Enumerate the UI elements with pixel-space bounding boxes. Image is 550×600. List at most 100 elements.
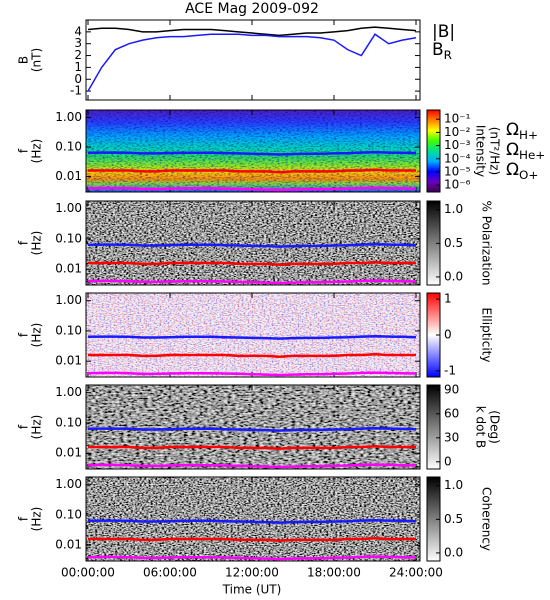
colorbar-tick-label: -1 — [444, 363, 456, 377]
spectrogram — [86, 201, 420, 285]
chart-title: ACE Mag 2009-092 — [185, 1, 319, 17]
y-axis-label: (Hz) — [30, 507, 44, 532]
colorbar-tick-label: 1 — [444, 292, 452, 306]
colorbar-label: Ellipticity — [480, 308, 494, 363]
spectrogram-texture — [86, 110, 420, 192]
x-tick-label: 18:00:00 — [307, 566, 361, 580]
colorbar-tick-label: 10⁻⁴ — [444, 151, 471, 165]
y-tick-label: 0.01 — [55, 262, 82, 276]
series-line — [87, 371, 417, 377]
series-line — [88, 168, 416, 174]
legend-label: ΩH+ — [506, 120, 538, 142]
y-axis-label: f — [17, 332, 31, 337]
y-tick-label: -1 — [70, 84, 82, 98]
series-line — [87, 555, 417, 561]
y-tick-label: 0.01 — [55, 446, 82, 460]
y-tick-label: 0.10 — [55, 231, 82, 245]
spectrogram — [86, 477, 420, 561]
colorbar-tick-label: 10⁻⁵ — [444, 164, 471, 178]
colorbar-tick-label: 30 — [444, 430, 459, 444]
colorbar-tick-label: 60 — [444, 406, 459, 420]
spectrogram — [86, 385, 420, 469]
y-tick-label: 1 — [74, 60, 82, 74]
series-line — [88, 536, 416, 543]
colorbar-tick-label: 90 — [444, 382, 459, 396]
colorbar-tick-label: 10⁻¹ — [444, 112, 471, 126]
colorbar-tick-label: 0 — [444, 328, 452, 342]
y-axis-label: (Hz) — [30, 415, 44, 440]
series-line — [87, 242, 417, 248]
y-tick-label: 1.00 — [55, 293, 82, 307]
series-line — [88, 352, 416, 359]
y-axis-label: (Hz) — [30, 323, 44, 348]
y-axis-label: (nT) — [30, 48, 44, 72]
series-line — [87, 186, 417, 192]
colorbar — [426, 109, 441, 193]
y-tick-label: 0.01 — [55, 169, 82, 183]
y-axis-label: f — [17, 424, 31, 429]
colorbar — [426, 384, 441, 470]
y-tick-label: 0.01 — [55, 538, 82, 552]
x-tick-label: 00:00:00 — [61, 566, 115, 580]
y-axis-label: (Hz) — [30, 231, 44, 256]
series-line — [88, 444, 416, 451]
series-line — [87, 463, 417, 469]
y-axis-label: (Hz) — [30, 139, 44, 164]
y-tick-label: 2 — [74, 48, 82, 62]
plot-frame — [85, 200, 421, 286]
y-tick-label: 3 — [74, 36, 82, 50]
series-line — [87, 150, 417, 156]
legend-label: |B| — [432, 22, 455, 42]
y-axis-label: f — [17, 240, 31, 245]
legend-label: ΩHe+ — [506, 140, 545, 162]
plot-frame — [85, 476, 421, 562]
y-tick-label: 0.10 — [55, 507, 82, 521]
colorbar-tick-label: 0.5 — [444, 512, 463, 526]
colorbar-label: k dot B — [474, 406, 488, 448]
y-tick-label: 1.00 — [55, 385, 82, 399]
colorbar-tick-label: 10⁻² — [444, 125, 471, 139]
y-tick-label: 1.00 — [55, 477, 82, 491]
x-tick-label: 24:00:00 — [389, 566, 443, 580]
colorbar-tick-label: 0 — [444, 454, 452, 468]
colorbar-label: % Polarization — [480, 201, 494, 286]
legend-label: BR — [432, 40, 452, 62]
series-line — [87, 334, 417, 340]
series-line — [87, 279, 417, 285]
series-line — [87, 518, 417, 524]
series-line — [88, 260, 416, 267]
y-tick-label: 0 — [74, 72, 82, 86]
series-line — [87, 33, 417, 92]
x-axis-label: Time (UT) — [222, 583, 282, 597]
colorbar-label: Intensity — [474, 125, 488, 177]
series-line — [87, 426, 417, 432]
series-line — [87, 26, 417, 37]
y-tick-label: 1.00 — [55, 201, 82, 215]
colorbar-tick-label: 10⁻³ — [444, 138, 471, 152]
y-tick-label: 0.10 — [55, 415, 82, 429]
y-tick-label: 4 — [74, 24, 82, 38]
y-tick-label: 0.10 — [55, 140, 82, 154]
y-axis-label: f — [17, 516, 31, 521]
colorbar-label: (nT²/Hz) — [488, 127, 502, 175]
colorbar-tick-label: 0.0 — [444, 545, 463, 559]
legend-label: ΩO+ — [506, 160, 538, 182]
y-axis-label: f — [17, 148, 31, 153]
colorbar-tick-label: 1.0 — [444, 202, 463, 216]
plot-frame — [85, 109, 421, 193]
y-axis-label: B — [17, 56, 31, 64]
colorbar-tick-label: 0.5 — [444, 236, 463, 250]
y-tick-label: 0.01 — [55, 354, 82, 368]
colorbar-tick-label: 0.0 — [444, 269, 463, 283]
plot-frame — [85, 19, 421, 101]
colorbar-label: (Deg) — [488, 410, 502, 444]
y-tick-label: 1.00 — [55, 110, 82, 124]
plot-frame — [85, 292, 421, 378]
plot-frame — [85, 384, 421, 470]
spectrogram-texture — [86, 293, 420, 377]
y-tick-label: 0.10 — [55, 323, 82, 337]
colorbar-label: Coherency — [480, 487, 494, 551]
colorbar-tick-label: 10⁻⁶ — [444, 178, 471, 192]
colorbar-tick-label: 1.0 — [444, 478, 463, 492]
